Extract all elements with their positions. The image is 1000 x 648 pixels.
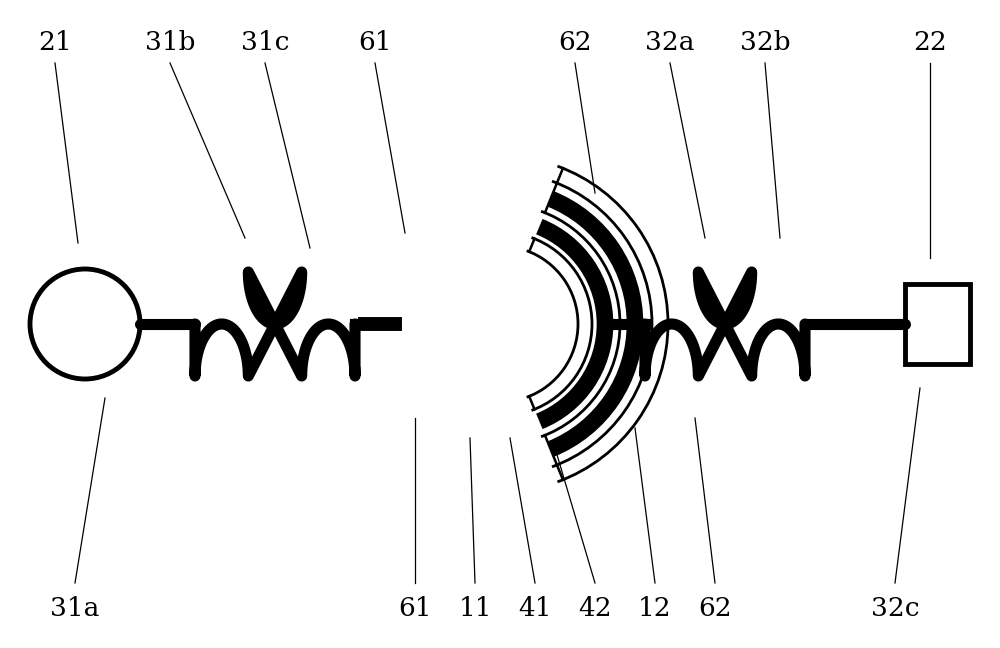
Text: 42: 42 (578, 596, 612, 621)
Text: 11: 11 (458, 596, 492, 621)
Text: 61: 61 (398, 596, 432, 621)
Text: 21: 21 (38, 30, 72, 56)
Text: 31a: 31a (50, 596, 100, 621)
Text: 61: 61 (358, 30, 392, 56)
Text: 32b: 32b (740, 30, 790, 56)
Text: 32a: 32a (645, 30, 695, 56)
Text: 32c: 32c (871, 596, 919, 621)
Text: 62: 62 (558, 30, 592, 56)
Text: 31b: 31b (145, 30, 195, 56)
Text: 62: 62 (698, 596, 732, 621)
Text: 12: 12 (638, 596, 672, 621)
Text: 41: 41 (518, 596, 552, 621)
Text: 22: 22 (913, 30, 947, 56)
Bar (905, 284, 970, 364)
Text: 31c: 31c (241, 30, 289, 56)
